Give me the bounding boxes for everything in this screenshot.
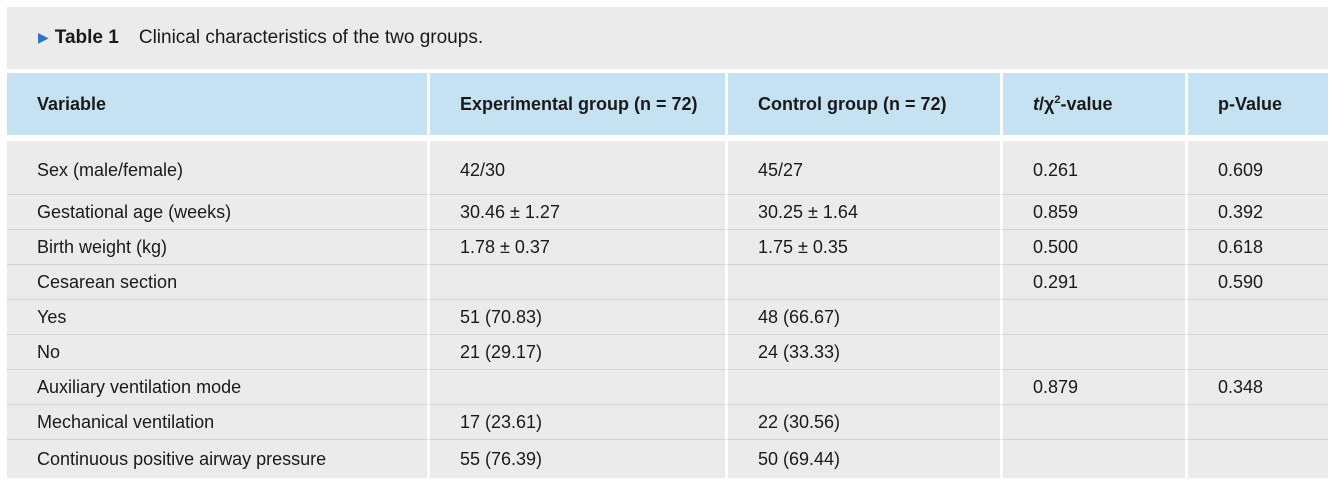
table-row: Continuous positive airway pressure 55 (… bbox=[7, 440, 1328, 478]
cell-statistic: 0.291 bbox=[1000, 265, 1185, 300]
cell-p-value: 0.392 bbox=[1185, 195, 1328, 230]
cell-control: 22 (30.56) bbox=[725, 405, 1000, 440]
cell-control: 1.75 ± 0.35 bbox=[725, 230, 1000, 265]
cell-statistic: 0.500 bbox=[1000, 230, 1185, 265]
cell-variable: Continuous positive airway pressure bbox=[7, 440, 427, 478]
cell-p-value bbox=[1185, 300, 1328, 335]
table-row: Yes 51 (70.83) 48 (66.67) bbox=[7, 300, 1328, 335]
cell-variable: Auxiliary ventilation mode bbox=[7, 370, 427, 405]
cell-p-value bbox=[1185, 335, 1328, 370]
cell-statistic bbox=[1000, 440, 1185, 478]
cell-control: 24 (33.33) bbox=[725, 335, 1000, 370]
cell-variable: Gestational age (weeks) bbox=[7, 195, 427, 230]
spacer-row bbox=[7, 135, 1328, 141]
cell-control bbox=[725, 370, 1000, 405]
cell-p-value: 0.609 bbox=[1185, 141, 1328, 195]
table-row: Cesarean section 0.291 0.590 bbox=[7, 265, 1328, 300]
cell-statistic: 0.879 bbox=[1000, 370, 1185, 405]
cell-control: 30.25 ± 1.64 bbox=[725, 195, 1000, 230]
cell-experimental: 55 (76.39) bbox=[427, 440, 725, 478]
cell-experimental: 42/30 bbox=[427, 141, 725, 195]
cell-statistic bbox=[1000, 300, 1185, 335]
table-row: Auxiliary ventilation mode 0.879 0.348 bbox=[7, 370, 1328, 405]
table-figure: ▶ Table 1 Clinical characteristics of th… bbox=[7, 7, 1328, 491]
header-control: Control group (n = 72) bbox=[725, 73, 1000, 135]
table-row: Mechanical ventilation 17 (23.61) 22 (30… bbox=[7, 405, 1328, 440]
header-p-value: p-Value bbox=[1185, 73, 1328, 135]
cell-statistic bbox=[1000, 335, 1185, 370]
cell-experimental: 17 (23.61) bbox=[427, 405, 725, 440]
cell-variable: Sex (male/female) bbox=[7, 141, 427, 195]
header-variable: Variable bbox=[7, 73, 427, 135]
header-experimental: Experimental group (n = 72) bbox=[427, 73, 725, 135]
cell-variable: Yes bbox=[7, 300, 427, 335]
table-row: No 21 (29.17) 24 (33.33) bbox=[7, 335, 1328, 370]
cell-variable: Mechanical ventilation bbox=[7, 405, 427, 440]
table-title: Clinical characteristics of the two grou… bbox=[138, 27, 484, 48]
table-row: Gestational age (weeks) 30.46 ± 1.27 30.… bbox=[7, 195, 1328, 230]
cell-control bbox=[725, 265, 1000, 300]
cell-statistic: 0.859 bbox=[1000, 195, 1185, 230]
table-row: Birth weight (kg) 1.78 ± 0.37 1.75 ± 0.3… bbox=[7, 230, 1328, 265]
cell-p-value bbox=[1185, 440, 1328, 478]
cell-p-value: 0.348 bbox=[1185, 370, 1328, 405]
header-row: Variable Experimental group (n = 72) Con… bbox=[7, 73, 1328, 135]
table-caption: ▶ Table 1 Clinical characteristics of th… bbox=[7, 7, 1328, 69]
cell-experimental bbox=[427, 370, 725, 405]
cell-variable: Birth weight (kg) bbox=[7, 230, 427, 265]
cell-statistic: 0.261 bbox=[1000, 141, 1185, 195]
cell-experimental: 1.78 ± 0.37 bbox=[427, 230, 725, 265]
cell-control: 48 (66.67) bbox=[725, 300, 1000, 335]
cell-statistic bbox=[1000, 405, 1185, 440]
cell-experimental: 30.46 ± 1.27 bbox=[427, 195, 725, 230]
cell-experimental: 51 (70.83) bbox=[427, 300, 725, 335]
header-statistic: t/χ2-value bbox=[1000, 73, 1185, 135]
cell-p-value: 0.590 bbox=[1185, 265, 1328, 300]
clinical-characteristics-table: Variable Experimental group (n = 72) Con… bbox=[7, 73, 1328, 478]
cell-p-value bbox=[1185, 405, 1328, 440]
cell-control: 45/27 bbox=[725, 141, 1000, 195]
header-stat-sup: 2 bbox=[1054, 93, 1061, 106]
table-label: Table 1 bbox=[54, 27, 119, 48]
header-stat-chi: /χ bbox=[1039, 93, 1055, 114]
header-stat-t: t bbox=[1033, 93, 1039, 114]
cell-variable: Cesarean section bbox=[7, 265, 427, 300]
cell-experimental bbox=[427, 265, 725, 300]
cell-control: 50 (69.44) bbox=[725, 440, 1000, 478]
header-stat-suffix: -value bbox=[1060, 93, 1113, 114]
cell-variable: No bbox=[7, 335, 427, 370]
triangle-arrow-icon: ▶ bbox=[38, 28, 49, 45]
cell-experimental: 21 (29.17) bbox=[427, 335, 725, 370]
cell-p-value: 0.618 bbox=[1185, 230, 1328, 265]
table-row: Sex (male/female) 42/30 45/27 0.261 0.60… bbox=[7, 141, 1328, 195]
